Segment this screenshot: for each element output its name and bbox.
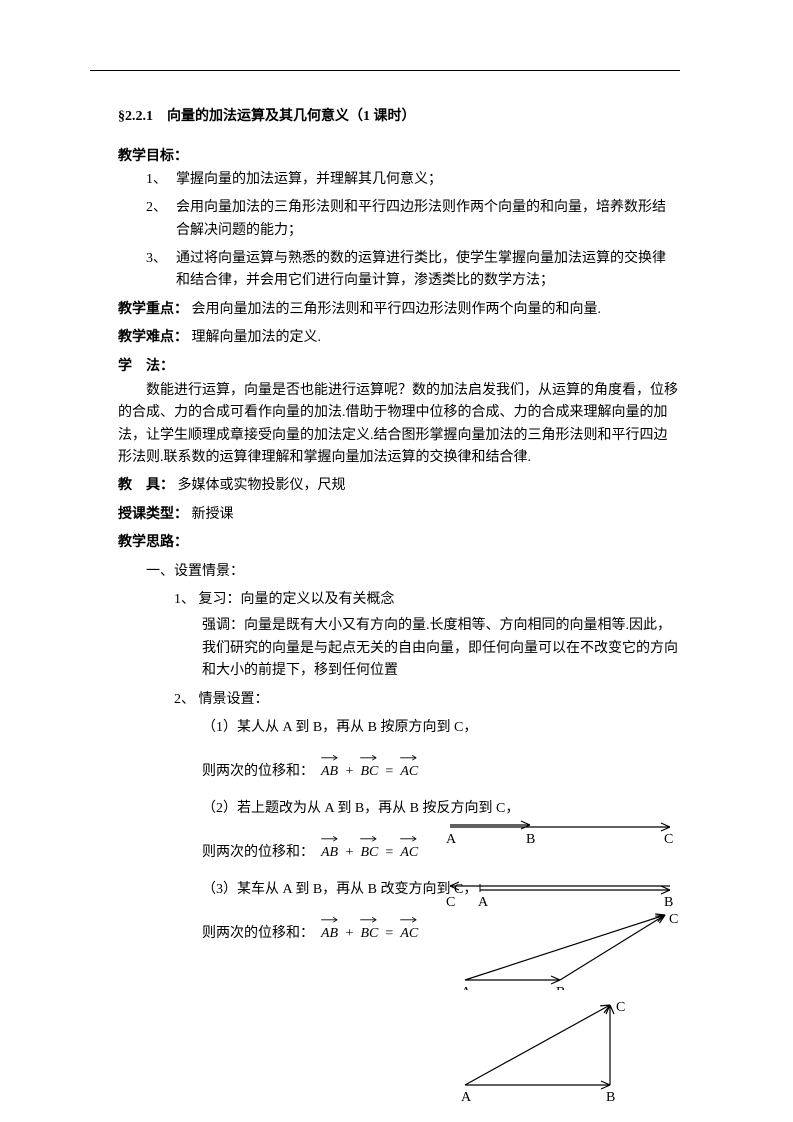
tool-label: 教 具：	[118, 478, 174, 493]
goal-list: 1、 掌握向量的加法运算，并理解其几何意义； 2、 会用向量加法的三角形法则和平…	[146, 169, 678, 293]
svg-text:A: A	[446, 832, 457, 845]
svg-text:A: A	[461, 1090, 472, 1105]
equation: AB + BC = AC	[318, 755, 422, 783]
goal-num: 3、	[146, 248, 167, 270]
goal-item: 2、 会用向量加法的三角形法则和平行四边形法则作两个向量的和向量，培养数形结合解…	[146, 197, 678, 242]
heading-goals: 教学目标：	[118, 146, 678, 168]
scene-item: （1）某人从 A 到 B，再从 B 按原方向到 C，	[202, 717, 522, 739]
emphasis-row: 教学重点： 会用向量加法的三角形法则和平行四边形法则作两个向量的和向量.	[118, 299, 678, 321]
emphasis-label: 教学重点：	[118, 302, 188, 317]
equation: AB + BC = AC	[318, 836, 422, 864]
review-label: 1、 复习：向量的定义以及有关概念	[174, 589, 678, 611]
type-text: 新授课	[192, 507, 234, 522]
top-rule	[90, 70, 680, 71]
section-title: §2.2.1 向量的加法运算及其几何意义（1 课时）	[118, 106, 678, 128]
section-number: §2.2.1	[118, 109, 153, 124]
emphasis-text: 会用向量加法的三角形法则和平行四边形法则作两个向量的和向量.	[192, 302, 602, 317]
tool-row: 教 具： 多媒体或实物投影仪，尺规	[118, 475, 678, 497]
diagram-3: A B C	[450, 910, 680, 990]
goal-num: 2、	[146, 197, 167, 219]
disp-prefix: 则两次的位移和：	[202, 926, 314, 941]
item-num: （3）	[202, 882, 237, 897]
method-label: 学 法：	[118, 356, 678, 378]
svg-text:A: A	[461, 985, 472, 990]
type-label: 授课类型：	[118, 507, 188, 522]
goal-text: 会用向量加法的三角形法则和平行四边形法则作两个向量的和向量，培养数形结合解决问题…	[176, 200, 666, 237]
svg-text:B: B	[664, 895, 673, 910]
equation: AB + BC = AC	[318, 917, 422, 945]
scene-label: 2、 情景设置：	[174, 689, 678, 711]
diagram-4: A B C	[450, 1000, 650, 1110]
svg-text:C: C	[664, 832, 673, 845]
svg-text:B: B	[556, 985, 565, 990]
svg-text:C: C	[446, 895, 455, 910]
item-text: 某人从 A 到 B，再从 B 按原方向到 C，	[237, 720, 477, 735]
disp-prefix: 则两次的位移和：	[202, 845, 314, 860]
item-num: （2）	[202, 801, 237, 816]
goal-text: 掌握向量的加法运算，并理解其几何意义；	[176, 172, 442, 187]
svg-text:B: B	[606, 1090, 615, 1105]
difficulty-label: 教学难点：	[118, 330, 188, 345]
equation-row: 则两次的位移和： AB + BC = AC	[202, 755, 678, 783]
svg-text:B: B	[526, 832, 535, 845]
section-title-text: 向量的加法运算及其几何意义（1 课时）	[167, 109, 416, 124]
diagram-1: A B C	[440, 805, 680, 845]
svg-text:A: A	[478, 895, 489, 910]
method-text: 数能进行运算，向量是否也能进行运算呢？数的加法启发我们，从运算的角度看，位移的合…	[118, 380, 678, 470]
idea-label: 教学思路：	[118, 532, 678, 554]
goal-item: 1、 掌握向量的加法运算，并理解其几何意义；	[146, 169, 678, 191]
item-num: （1）	[202, 720, 237, 735]
idea-one: 一、设置情景：	[146, 561, 678, 583]
disp-prefix: 则两次的位移和：	[202, 764, 314, 779]
review-emph: 强调：向量是既有大小又有方向的量.长度相等、方向相同的向量相等.因此，我们研究的…	[202, 615, 678, 682]
goal-num: 1、	[146, 169, 167, 191]
page: §2.2.1 向量的加法运算及其几何意义（1 课时） 教学目标： 1、 掌握向量…	[0, 0, 793, 1122]
svg-text:C: C	[669, 912, 678, 927]
difficulty-row: 教学难点： 理解向量加法的定义.	[118, 327, 678, 349]
goal-item: 3、 通过将向量运算与熟悉的数的运算进行类比，使学生掌握向量加法运算的交换律和结…	[146, 248, 678, 293]
svg-text:C: C	[616, 1000, 625, 1015]
difficulty-text: 理解向量加法的定义.	[192, 330, 322, 345]
tool-text: 多媒体或实物投影仪，尺规	[178, 478, 346, 493]
diagram-2: CAB	[440, 872, 680, 912]
type-row: 授课类型： 新授课	[118, 504, 678, 526]
goal-text: 通过将向量运算与熟悉的数的运算进行类比，使学生掌握向量加法运算的交换律和结合律，…	[176, 251, 666, 288]
